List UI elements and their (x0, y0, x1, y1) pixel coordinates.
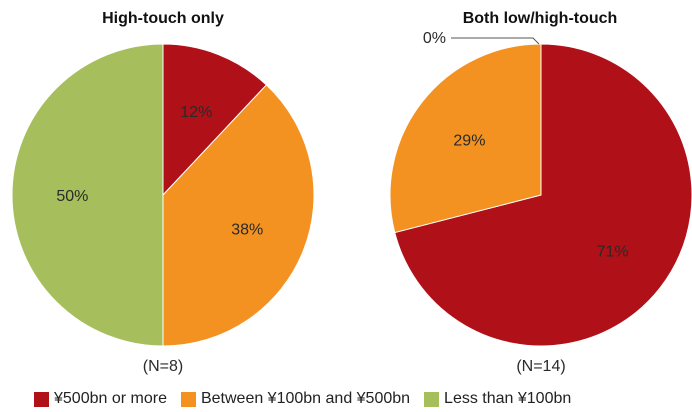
pie-left: 12% 38% 50% (N=8) (11, 43, 315, 375)
legend-item-large: ¥500bn or more (34, 390, 167, 408)
legend-item-small: Less than ¥100bn (424, 390, 571, 408)
legend-swatch-small (424, 391, 440, 407)
pie-slice (11, 43, 164, 347)
legend-item-mid: Between ¥100bn and ¥500bn (180, 390, 411, 408)
slice-data-label: 50% (56, 188, 88, 205)
sample-size-note: (N=14) (516, 358, 565, 375)
legend-swatch-mid (180, 391, 196, 407)
legend-swatch-large (34, 391, 49, 407)
legend-label-small: Less than ¥100bn (444, 390, 572, 407)
chart-title-left: High-touch only (102, 10, 224, 27)
pie-slice (162, 84, 315, 347)
zero-slice-leader-line (451, 37, 540, 45)
slice-data-label: 71% (597, 244, 629, 261)
slice-data-label: 29% (453, 132, 485, 149)
slice-data-label: 12% (180, 104, 212, 121)
pie-right: 71% 29% 0% (N=14) (389, 30, 692, 375)
chart-title-right: Both low/high-touch (462, 10, 618, 27)
sample-size-note: (N=8) (143, 358, 183, 375)
pie-slice (394, 43, 692, 347)
legend: ¥500bn or more Between ¥100bn and ¥500bn… (34, 389, 585, 409)
slice-data-label: 38% (231, 221, 263, 238)
pie-slice (389, 43, 542, 234)
pie-slice (162, 43, 268, 197)
slice-data-label: 0% (423, 30, 446, 47)
legend-label-mid: Between ¥100bn and ¥500bn (200, 390, 411, 407)
legend-label-large: ¥500bn or more (54, 390, 167, 407)
